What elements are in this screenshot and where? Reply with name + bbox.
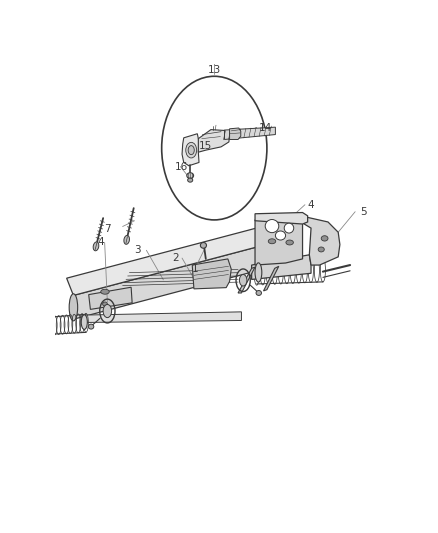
Text: 16: 16 bbox=[175, 161, 188, 172]
Text: 15: 15 bbox=[199, 141, 212, 151]
Ellipse shape bbox=[101, 289, 109, 294]
Ellipse shape bbox=[321, 236, 328, 241]
Text: 1: 1 bbox=[192, 264, 199, 274]
Ellipse shape bbox=[93, 242, 99, 251]
Polygon shape bbox=[88, 287, 132, 309]
Ellipse shape bbox=[186, 142, 197, 158]
Ellipse shape bbox=[81, 315, 87, 329]
Ellipse shape bbox=[103, 304, 112, 318]
Polygon shape bbox=[198, 130, 230, 152]
Ellipse shape bbox=[187, 173, 194, 179]
Text: 7: 7 bbox=[104, 224, 111, 234]
Ellipse shape bbox=[318, 247, 324, 252]
Polygon shape bbox=[82, 312, 241, 322]
Ellipse shape bbox=[284, 223, 294, 233]
Ellipse shape bbox=[88, 324, 94, 329]
Polygon shape bbox=[224, 127, 276, 140]
Polygon shape bbox=[192, 259, 231, 289]
Text: 3: 3 bbox=[134, 245, 141, 255]
Polygon shape bbox=[182, 134, 199, 166]
Polygon shape bbox=[238, 267, 255, 293]
Polygon shape bbox=[74, 242, 276, 319]
Ellipse shape bbox=[255, 263, 262, 282]
Text: 4: 4 bbox=[307, 200, 314, 209]
Ellipse shape bbox=[268, 239, 276, 244]
Polygon shape bbox=[255, 214, 303, 265]
Text: 2: 2 bbox=[172, 253, 179, 263]
Ellipse shape bbox=[124, 236, 130, 244]
Ellipse shape bbox=[162, 76, 267, 220]
Ellipse shape bbox=[188, 146, 194, 155]
Ellipse shape bbox=[187, 178, 193, 182]
Ellipse shape bbox=[256, 290, 261, 295]
Polygon shape bbox=[255, 213, 307, 224]
Text: 4: 4 bbox=[97, 238, 104, 247]
Polygon shape bbox=[67, 225, 276, 295]
Ellipse shape bbox=[200, 243, 206, 248]
Ellipse shape bbox=[102, 302, 107, 306]
Ellipse shape bbox=[265, 220, 279, 232]
Ellipse shape bbox=[240, 274, 247, 286]
Ellipse shape bbox=[286, 240, 293, 245]
Polygon shape bbox=[230, 128, 241, 140]
Ellipse shape bbox=[276, 231, 286, 240]
Text: 5: 5 bbox=[360, 207, 367, 217]
Text: 14: 14 bbox=[258, 123, 272, 133]
Polygon shape bbox=[304, 216, 340, 265]
Text: 13: 13 bbox=[208, 65, 221, 75]
Polygon shape bbox=[264, 266, 279, 291]
Polygon shape bbox=[251, 255, 311, 279]
Ellipse shape bbox=[69, 294, 78, 321]
